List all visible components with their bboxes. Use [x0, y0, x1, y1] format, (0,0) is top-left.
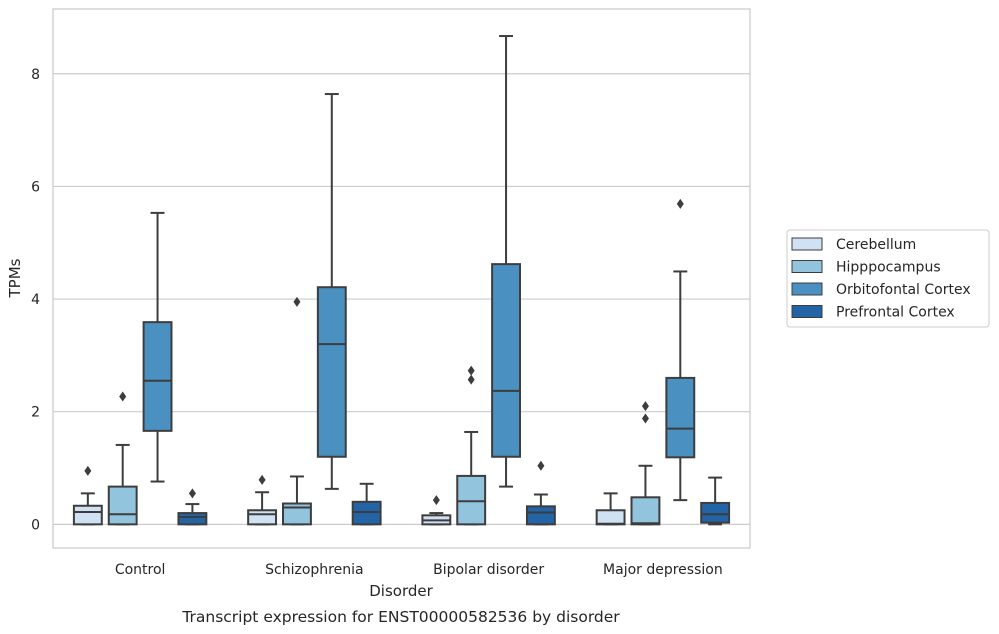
box-body — [177, 512, 208, 526]
box-prefrontal-cortex — [700, 476, 731, 526]
legend-label: Cerebellum — [836, 237, 916, 253]
outlier-point — [119, 391, 127, 402]
box-body — [665, 376, 696, 459]
box-prefrontal-cortex — [351, 482, 382, 526]
legend-label: Orbitofontal Cortex — [836, 282, 971, 298]
legend-swatch — [791, 282, 823, 296]
box-body — [351, 500, 382, 526]
x-axis-label: Disorder — [369, 582, 433, 600]
box-body — [700, 501, 731, 524]
outlier-point — [293, 296, 301, 307]
box-body — [282, 502, 312, 526]
box-cerebellum — [595, 492, 626, 526]
box-body — [142, 321, 173, 432]
y-tick-label: 2 — [31, 405, 40, 421]
boxes-layer — [72, 35, 731, 526]
box-prefrontal-cortex — [177, 488, 208, 526]
legend-swatch — [791, 237, 823, 251]
box-orbitofontal-cortex — [491, 35, 521, 488]
box-orbitofontal-cortex — [665, 198, 696, 502]
box-body — [525, 505, 556, 526]
box-body — [491, 263, 521, 458]
box-hipppocampus — [456, 365, 487, 526]
box-cerebellum — [247, 474, 278, 526]
legend-swatch — [791, 260, 823, 273]
y-tick-label: 6 — [31, 179, 40, 195]
outlier-point — [537, 460, 545, 471]
box-orbitofontal-cortex — [142, 211, 173, 483]
box-body — [247, 509, 278, 526]
legend-frame — [786, 229, 990, 328]
outlier-point — [676, 198, 684, 209]
outlier-point — [258, 474, 266, 485]
x-tick-label: Control — [115, 562, 166, 578]
y-tick-label: 0 — [31, 517, 40, 533]
y-tick-label: 8 — [31, 67, 40, 83]
box-cerebellum — [72, 465, 103, 526]
outlier-point — [432, 495, 440, 506]
box-body — [456, 474, 487, 526]
legend-label: Prefrontal Cortex — [836, 305, 955, 321]
x-tick-label: Major depression — [603, 562, 723, 578]
box-hipppocampus — [630, 401, 661, 526]
legend-label: Hipppocampus — [836, 260, 941, 276]
x-tick-labels: Control Schizophrenia Bipolar disorder Majo… — [115, 562, 723, 578]
y-tick-label: 4 — [31, 292, 40, 308]
x-tick-label: Schizophrenia — [265, 562, 363, 578]
outlier-point — [641, 401, 649, 412]
y-tick-labels: 0 2 4 6 8 — [31, 67, 40, 534]
box-hipppocampus — [282, 296, 312, 526]
box-body — [316, 286, 347, 458]
outlier-point — [467, 374, 475, 385]
box-hipppocampus — [107, 391, 138, 526]
outlier-point — [467, 365, 475, 376]
legend-swatch — [791, 305, 823, 318]
outlier-point — [188, 488, 196, 499]
box-body — [72, 504, 103, 526]
x-tick-label: Bipolar disorder — [433, 562, 544, 578]
box-body — [595, 509, 626, 526]
box-body — [630, 496, 661, 526]
box-prefrontal-cortex — [525, 460, 556, 526]
plot-frame — [52, 8, 751, 549]
box-orbitofontal-cortex — [316, 93, 347, 490]
box-cerebellum — [421, 495, 452, 526]
y-axis-label: TPMs — [6, 258, 24, 298]
box-body — [107, 485, 138, 526]
outlier-point — [84, 465, 92, 476]
chart-caption: Transcript expression for ENST0000058253… — [181, 608, 620, 626]
legend: Cerebellum Hipppocampus Orbitofontal Corte… — [786, 229, 990, 328]
outlier-point — [641, 413, 649, 424]
